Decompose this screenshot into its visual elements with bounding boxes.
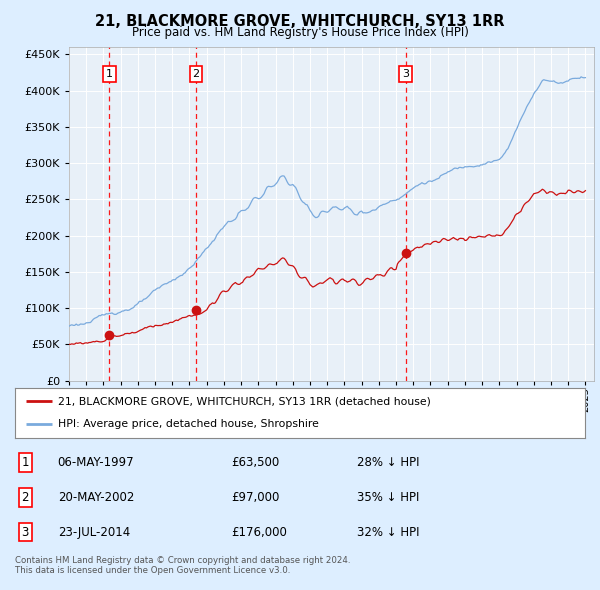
Text: 28% ↓ HPI: 28% ↓ HPI: [357, 455, 419, 468]
Text: £97,000: £97,000: [232, 490, 280, 504]
Text: Contains HM Land Registry data © Crown copyright and database right 2024.: Contains HM Land Registry data © Crown c…: [15, 556, 350, 565]
Text: This data is licensed under the Open Government Licence v3.0.: This data is licensed under the Open Gov…: [15, 566, 290, 575]
Text: 3: 3: [402, 69, 409, 79]
Text: 35% ↓ HPI: 35% ↓ HPI: [357, 490, 419, 504]
Text: 21, BLACKMORE GROVE, WHITCHURCH, SY13 1RR: 21, BLACKMORE GROVE, WHITCHURCH, SY13 1R…: [95, 14, 505, 29]
Text: 06-MAY-1997: 06-MAY-1997: [58, 455, 134, 468]
Text: HPI: Average price, detached house, Shropshire: HPI: Average price, detached house, Shro…: [58, 419, 319, 430]
Text: 23-JUL-2014: 23-JUL-2014: [58, 526, 130, 539]
Text: 2: 2: [22, 490, 29, 504]
Text: 1: 1: [22, 455, 29, 468]
Text: 32% ↓ HPI: 32% ↓ HPI: [357, 526, 419, 539]
Text: 2: 2: [193, 69, 200, 79]
Text: 21, BLACKMORE GROVE, WHITCHURCH, SY13 1RR (detached house): 21, BLACKMORE GROVE, WHITCHURCH, SY13 1R…: [58, 396, 431, 406]
Text: £176,000: £176,000: [232, 526, 287, 539]
Text: £63,500: £63,500: [232, 455, 280, 468]
Text: 1: 1: [106, 69, 113, 79]
Text: 3: 3: [22, 526, 29, 539]
Text: Price paid vs. HM Land Registry's House Price Index (HPI): Price paid vs. HM Land Registry's House …: [131, 26, 469, 39]
Text: 20-MAY-2002: 20-MAY-2002: [58, 490, 134, 504]
